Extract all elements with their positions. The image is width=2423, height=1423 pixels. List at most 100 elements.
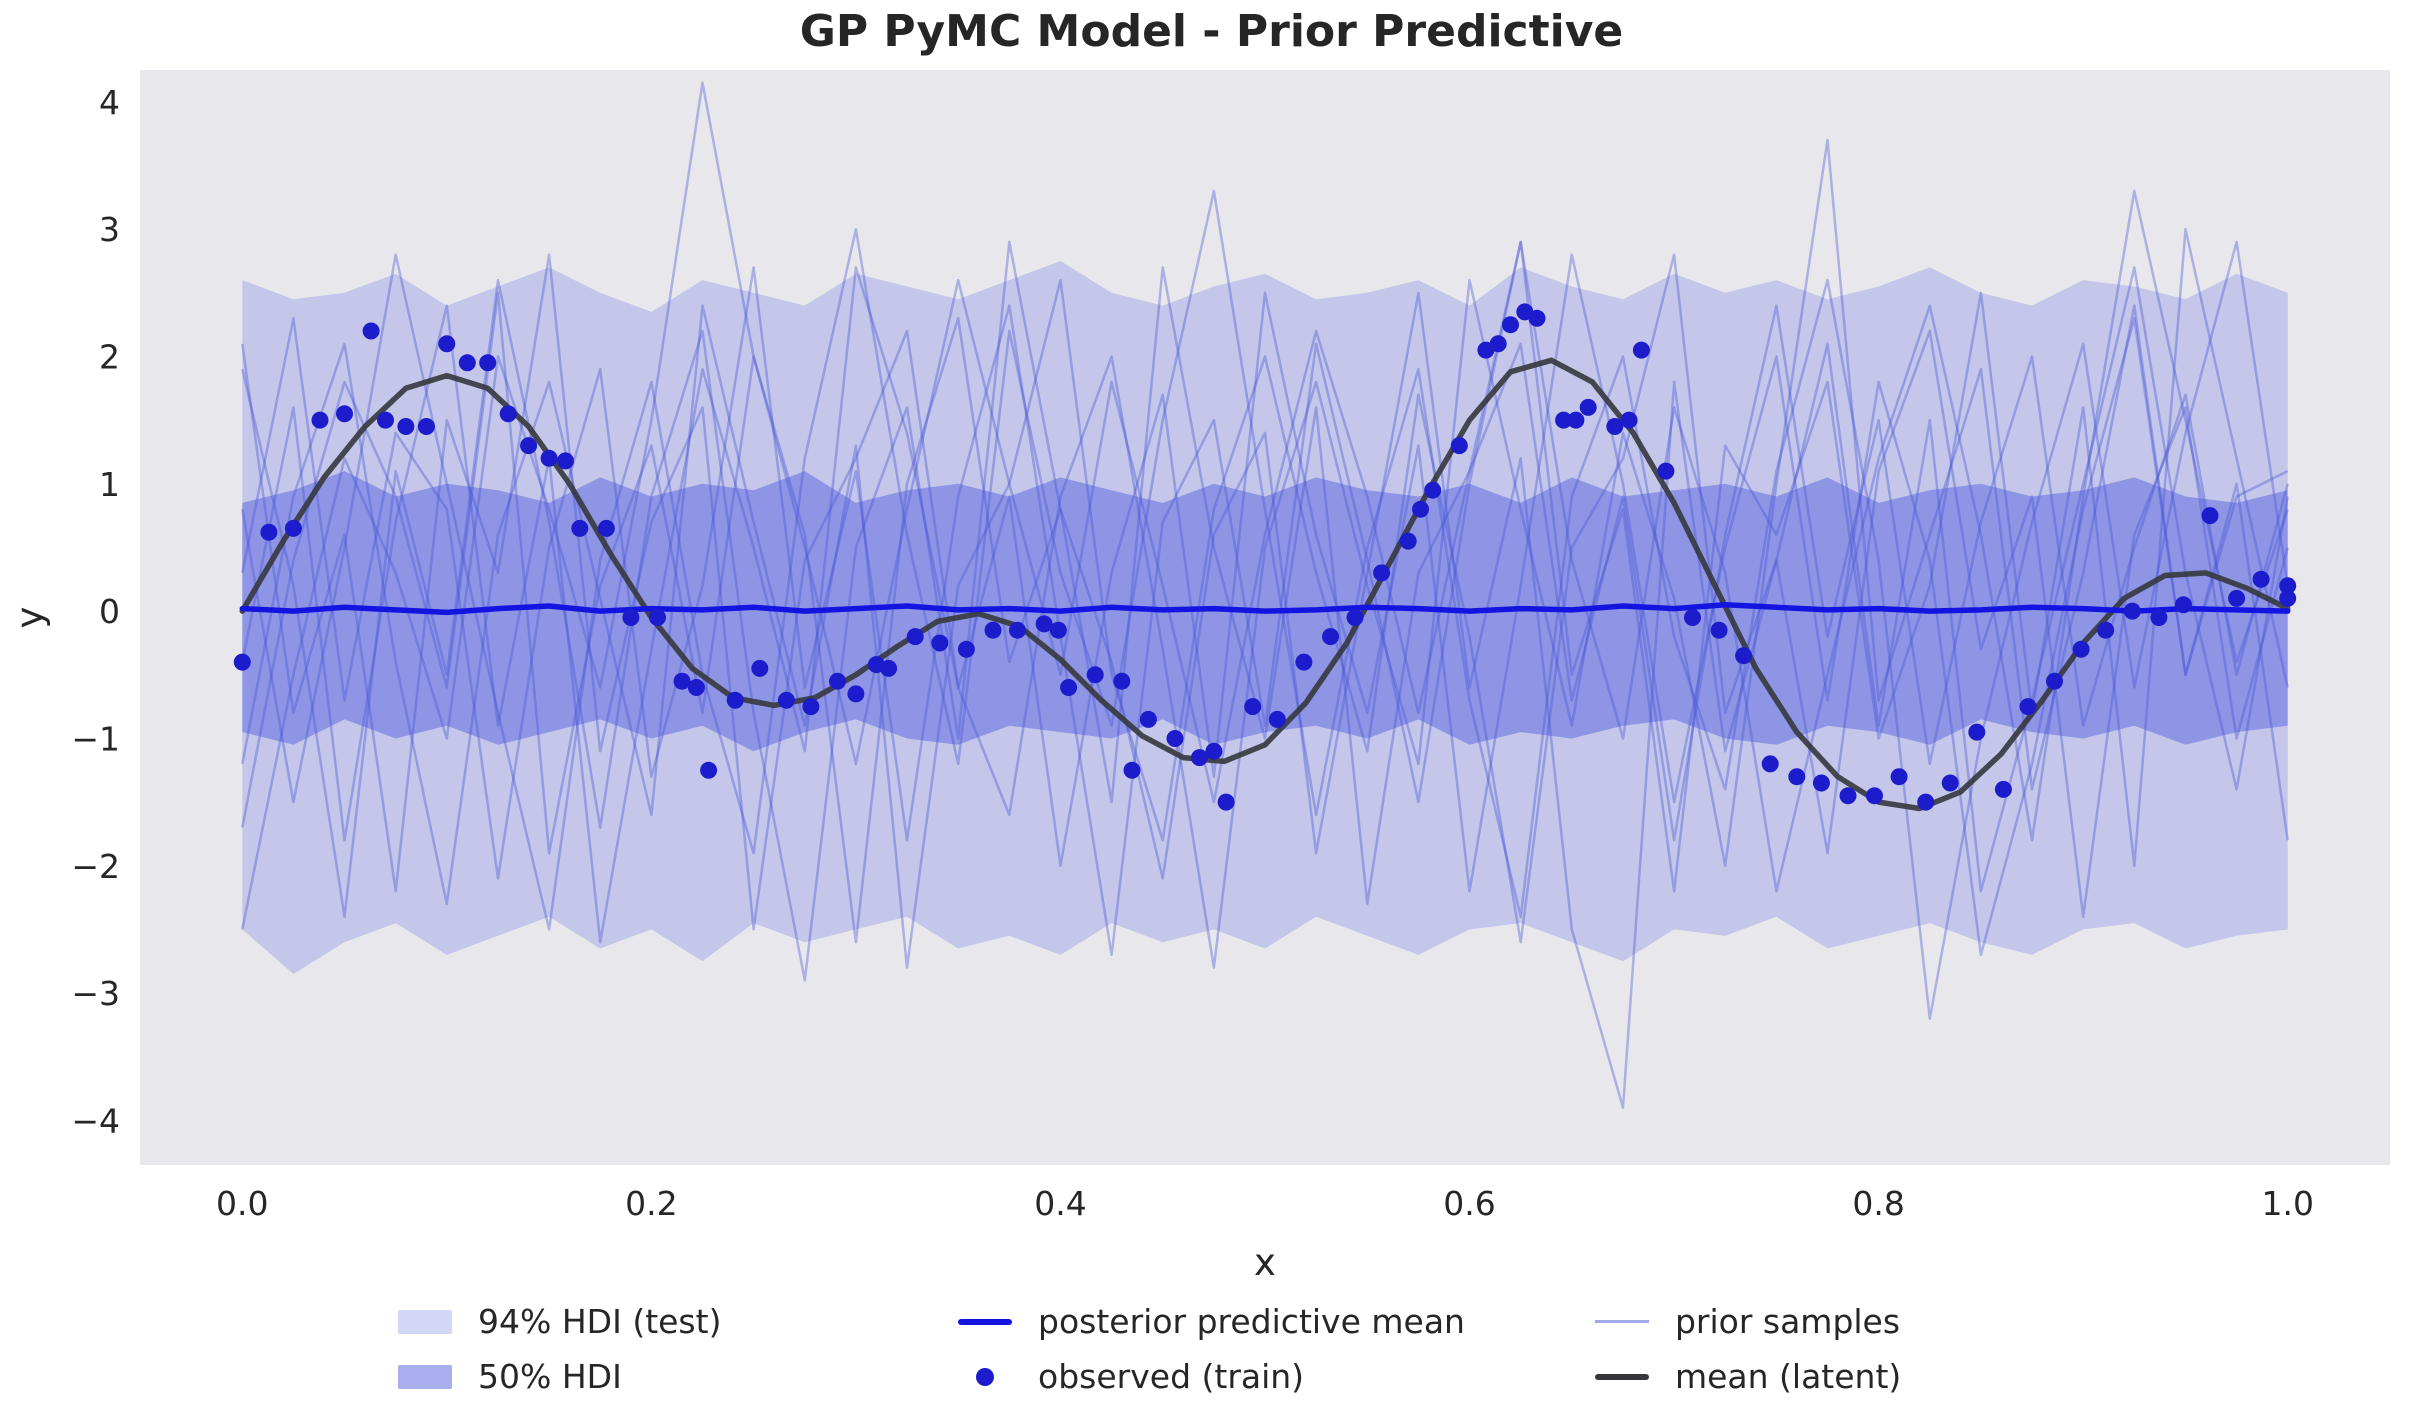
observed-point [2174, 596, 2192, 614]
x-axis-label: x [1254, 1241, 1276, 1284]
observed-point [1502, 316, 1519, 334]
legend: 94% HDI (test) 50% HDI posterior predict… [0, 1302, 2423, 1396]
observed-point [397, 418, 415, 435]
latent-mean-line [239, 357, 2291, 812]
observed-point [1373, 564, 1391, 582]
hdi50-patch-swatch [398, 1364, 453, 1389]
legend-item-observed: observed (train) [958, 1357, 1465, 1396]
observed-point [520, 437, 538, 455]
y-tick-label: −4 [71, 1101, 120, 1140]
observed-point [540, 449, 558, 467]
observed-point [233, 653, 251, 671]
prior-sample-line [241, 240, 2289, 1109]
observed-point [597, 519, 615, 537]
prior-samples-line-swatch [1594, 1320, 1649, 1323]
observed-point [362, 322, 380, 340]
observed-point [847, 685, 865, 703]
observed-point [1009, 621, 1026, 639]
observed-point [1060, 679, 1078, 696]
y-tick-label: 0 [99, 592, 120, 631]
observed-point [1217, 793, 1235, 811]
legend-label-hdi50: 50% HDI [478, 1357, 622, 1396]
observed-point [336, 405, 353, 423]
observed-point [1295, 653, 1313, 671]
observed-point [1761, 755, 1779, 773]
observed-point [802, 698, 820, 716]
observed-point [1866, 787, 1883, 805]
observed-point [1788, 768, 1806, 786]
legend-item-posterior-mean: posterior predictive mean [958, 1302, 1465, 1341]
y-tick-label: 4 [99, 83, 120, 122]
observed-point [1322, 628, 1339, 646]
observed-point [649, 609, 666, 626]
observed-point [1399, 532, 1417, 550]
observed-point [1528, 309, 1546, 327]
observed-point [1890, 768, 1908, 786]
posterior-mean-line-swatch [958, 1318, 1013, 1325]
legend-label-latent-mean: mean (latent) [1674, 1357, 1902, 1396]
legend-item-hdi94-test: 94% HDI (test) [398, 1302, 828, 1341]
observed-point [571, 519, 589, 537]
prior-sample-line [241, 227, 2289, 957]
posterior-mean-line [239, 602, 2291, 616]
observed-point [1620, 411, 1638, 429]
observed-point [1994, 780, 2012, 798]
observed-point [880, 659, 898, 677]
plot-background [140, 70, 2390, 1165]
latent-mean-line-swatch [1594, 1373, 1649, 1380]
observed-point [1812, 774, 1830, 792]
observed-point [284, 519, 302, 537]
prior-sample-line [241, 189, 2289, 1020]
observed-point [984, 621, 1002, 639]
legend-item-prior-samples: prior samples [1594, 1302, 2025, 1341]
observed-point [687, 679, 705, 696]
observed-point [1555, 411, 1573, 429]
prior-sample-line [241, 81, 2289, 930]
observed-point [1086, 666, 1104, 684]
observed-point [1917, 793, 1935, 811]
observed-point [1839, 787, 1857, 805]
observed-point [1123, 761, 1141, 779]
x-tick-label: 0.2 [625, 1184, 677, 1223]
observed-point [1941, 774, 1959, 792]
prior-sample-line [241, 253, 2289, 957]
observed-point [2072, 640, 2090, 658]
legend-item-hdi50: 50% HDI [398, 1357, 828, 1396]
y-tick-label: −1 [71, 720, 120, 759]
observed-point [673, 672, 691, 690]
observed-point [260, 523, 278, 541]
observed-point [1244, 698, 1262, 716]
observed-point [1113, 672, 1131, 690]
legend-label-prior-samples: prior samples [1674, 1302, 1901, 1341]
hdi94-band [242, 261, 2288, 974]
y-tick-label: 3 [99, 210, 120, 249]
legend-label-hdi94: 94% HDI (test) [478, 1302, 722, 1341]
observed-point [2019, 698, 2037, 716]
x-tick-label: 1.0 [2261, 1184, 2313, 1223]
observed-point [931, 634, 949, 652]
observed-point [1205, 742, 1223, 760]
observed-point [438, 335, 456, 353]
chart-title: GP PyMC Model - Prior Predictive [799, 6, 1624, 57]
observed-point [1346, 609, 1364, 626]
observed-point [417, 418, 435, 435]
observed-point [1035, 615, 1053, 633]
observed-point [1710, 621, 1728, 639]
x-tick-label: 0.4 [1034, 1184, 1086, 1223]
observed-point [1567, 411, 1585, 429]
observed-point [1735, 647, 1753, 665]
observed-dot-swatch [976, 1367, 995, 1386]
observed-point [1268, 710, 1286, 728]
observed-point [2228, 589, 2246, 607]
observed-point [2097, 621, 2115, 639]
legend-label-posterior-mean: posterior predictive mean [1038, 1302, 1465, 1341]
observed-point [829, 672, 846, 690]
observed-point [458, 354, 476, 372]
y-axis-label: y [8, 607, 51, 629]
observed-point [1968, 723, 1986, 741]
observed-point [1606, 418, 1624, 435]
observed-point [1579, 398, 1597, 416]
observed-point [1489, 335, 1507, 353]
observed-point [751, 659, 769, 677]
